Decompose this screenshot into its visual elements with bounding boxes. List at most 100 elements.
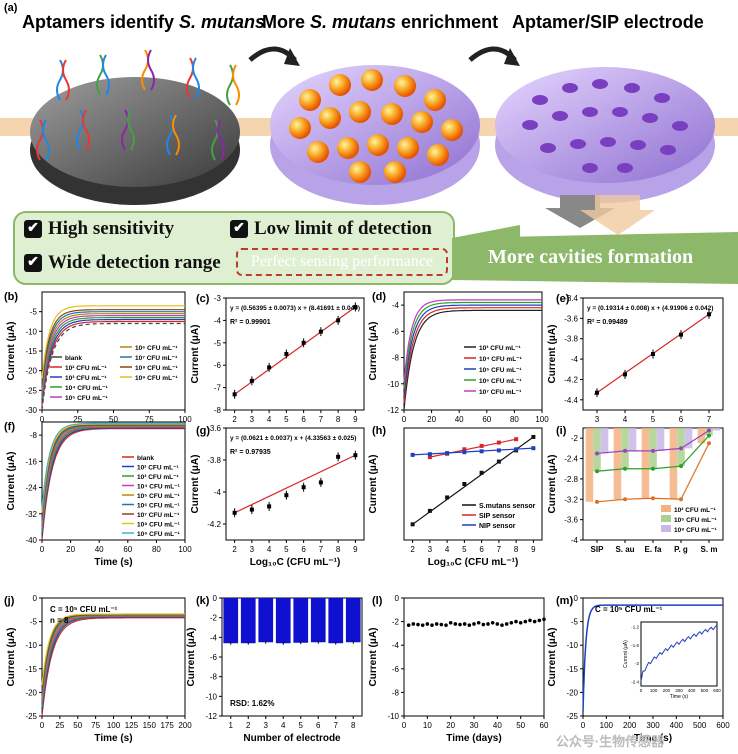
data-point (416, 622, 420, 627)
x-axis-label: Number of electrode (243, 733, 341, 744)
y-tick-label: -5 (30, 308, 38, 317)
y-tick-label: 0 (213, 594, 218, 603)
x-tick-label: 300 (646, 721, 660, 730)
legend-label: 10⁵ CFU mL⁻¹ (674, 517, 717, 524)
data-point (353, 304, 358, 309)
bar (656, 428, 665, 451)
inset-y-tick: -1.6 (631, 643, 639, 648)
chart-f: (f) 0 20 40 60 80 100 -40 -32 -24 -16 -8 Time (s) Cur… (4, 421, 192, 568)
data-point (651, 448, 655, 453)
data-point (336, 318, 341, 323)
x-tick-label: 5 (284, 545, 289, 554)
y-tick-label: -3.6 (564, 314, 578, 323)
data-point (528, 618, 532, 623)
feature-high-sensitivity: ✔ High sensitivity (24, 218, 174, 240)
y-tick-label: -2.4 (564, 455, 578, 464)
series-line (41, 309, 185, 383)
data-point (679, 497, 683, 502)
x-tick-label: 175 (160, 721, 174, 730)
x-tick-label: 5 (299, 721, 304, 730)
data-point (486, 622, 490, 626)
schematic-panel-a: (a) Aptamers identify S. mutans More S. … (0, 0, 738, 290)
panel-label-f: (f) (4, 421, 15, 433)
stage2-title: More S. mutans enrichment (262, 12, 499, 32)
y-tick-label: -24 (25, 484, 37, 493)
data-point (410, 522, 415, 527)
series-line (41, 311, 185, 387)
x-axis-label: Time (s) (94, 733, 132, 744)
data-point (679, 332, 683, 337)
x-tick-label: 60 (482, 415, 491, 424)
chart-m: (m)0 100 200 300 400 500 600-25-20-15-10-50Tim… (547, 594, 730, 744)
y-axis-label: Current (μA) (186, 628, 197, 687)
legend-label: 10² CFU mL⁻¹ (65, 365, 107, 372)
data-point (445, 495, 450, 500)
legend-label: 10⁴ CFU mL⁻¹ (137, 484, 180, 491)
y-tick-label: -4.2 (564, 375, 578, 384)
series-line (403, 304, 542, 396)
bar (669, 428, 678, 500)
x-tick-label: 7 (707, 415, 712, 424)
fit-equation: y = (0.0621 ± 0.0037) x + (4.33563 ± 0.0… (230, 435, 356, 442)
bar (240, 598, 256, 644)
data-point (267, 365, 272, 370)
inset-x-tick: 500 (701, 688, 709, 693)
y-tick-label: -20 (566, 688, 578, 697)
legend-label: 10⁶ CFU mL⁻¹ (137, 503, 180, 510)
x-tick-label: 0 (40, 415, 45, 424)
x-tick-label: 50 (109, 415, 118, 424)
rsd-annotation: RSD: 1.62% (230, 699, 274, 708)
x-tick-label: 2 (232, 545, 237, 554)
legend-label: NIP sensor (479, 523, 516, 530)
y-axis-label: Current (μA) (368, 322, 379, 381)
legend-label: blank (137, 455, 154, 462)
x-tick-label: 1 (229, 721, 234, 730)
y-tick-label: -10 (25, 327, 37, 336)
series-line (41, 617, 185, 717)
data-point (353, 453, 358, 458)
legend-label: 10⁶ CFU mL⁻¹ (135, 345, 178, 352)
series-line (582, 604, 723, 712)
x-tick-label: 3 (595, 415, 600, 424)
inset-x-tick: 100 (650, 688, 658, 693)
x-tick-label: 10 (423, 721, 432, 730)
y-tick-label: -10 (25, 641, 37, 650)
data-point (301, 340, 306, 345)
data-point (462, 622, 467, 626)
data-point (318, 329, 323, 334)
data-point (651, 466, 655, 471)
x-tick-label: 4 (267, 545, 272, 554)
x-axis-label: Time (days) (446, 733, 501, 744)
data-point (406, 623, 411, 627)
data-point (514, 437, 519, 442)
chart-g: (g) 2 3 4 5 6 7 8 9 -4.2 -4 -3.8 -3.6 Log₁₀C (CFU mL⁻… (190, 424, 365, 568)
annotation: C = 10⁵ CFU mL⁻¹ (50, 605, 118, 614)
panel-label-l: (l) (372, 595, 383, 607)
inset-frame (640, 621, 718, 687)
data-point (532, 619, 537, 624)
y-tick-label: -20 (25, 367, 37, 376)
bar (649, 428, 657, 469)
x-tick-label: 150 (143, 721, 157, 730)
y-tick-label: -10 (387, 380, 399, 389)
legend-label: 10⁵ CFU mL⁻¹ (137, 493, 180, 500)
data-point (410, 452, 415, 457)
y-tick-label: -3.8 (207, 456, 221, 465)
stage3-title: Aptamer/SIP electrode (512, 12, 704, 32)
inset-y-tick: -2 (635, 661, 639, 666)
y-tick-label: -3.8 (564, 335, 578, 344)
bar (621, 428, 629, 469)
data-point (249, 507, 254, 512)
x-tick-label: S. m (701, 545, 718, 554)
annotation: C = 10⁵ CFU mL⁻¹ (595, 605, 663, 614)
data-point (500, 623, 504, 627)
x-tick-label: 8 (336, 415, 341, 424)
y-axis-label: Current (μA) (6, 322, 17, 381)
inset-y-label: Current (μA) (623, 640, 629, 668)
y-tick-label: 0 (395, 594, 400, 603)
y-tick-label: -10 (566, 641, 578, 650)
inset-x-tick: 600 (713, 688, 721, 693)
panel-label-h: (h) (372, 425, 386, 437)
